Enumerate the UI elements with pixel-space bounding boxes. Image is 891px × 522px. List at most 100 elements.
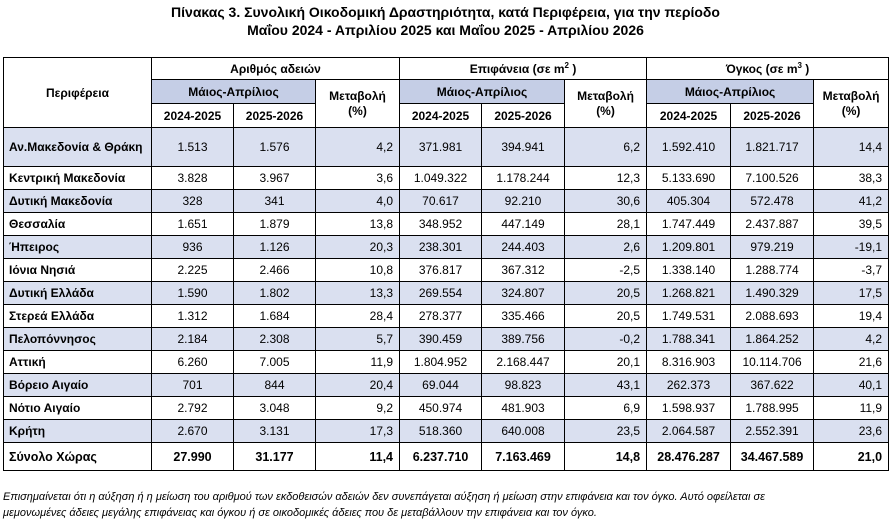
region-cell: Αττική bbox=[3, 350, 152, 374]
value-cell-s1: 278.377 bbox=[399, 304, 483, 328]
value-cell-v2: 1.864.252 bbox=[730, 327, 815, 351]
title-line-2: Μαΐου 2024 - Απριλίου 2025 και Μαΐου 202… bbox=[247, 22, 644, 38]
value-cell-v1: 1.209.801 bbox=[646, 235, 732, 259]
region-cell: Ήπειρος bbox=[3, 235, 152, 259]
value-cell-pc: 11,9 bbox=[314, 350, 401, 374]
value-cell-pc: 10,8 bbox=[314, 258, 401, 282]
region-cell: Αν.Μακεδονία & Θράκη bbox=[3, 127, 152, 167]
value-cell-v2: 2.088.693 bbox=[730, 304, 815, 328]
value-cell-s2: 394.941 bbox=[481, 127, 566, 167]
value-cell-v2: 10.114.706 bbox=[730, 350, 815, 374]
value-cell-s2: 7.163.469 bbox=[481, 442, 566, 471]
value-cell-s2: 447.149 bbox=[481, 212, 566, 236]
value-cell-s2: 640.008 bbox=[481, 419, 566, 443]
value-cell-s1: 269.554 bbox=[399, 281, 483, 305]
value-cell-p1: 1.312 bbox=[151, 304, 234, 328]
value-cell-pc: 13,8 bbox=[314, 212, 401, 236]
value-cell-v1: 1.788.341 bbox=[646, 327, 732, 351]
value-cell-p2: 3.131 bbox=[233, 419, 316, 443]
value-cell-p1: 936 bbox=[151, 235, 234, 259]
value-cell-s2: 98.823 bbox=[481, 373, 566, 397]
value-cell-s2: 244.403 bbox=[481, 235, 566, 259]
value-cell-s2: 389.756 bbox=[481, 327, 566, 351]
building-activity-table: Περιφέρεια Αριθμός αδειών Επιφάνεια (σε … bbox=[3, 57, 890, 471]
value-cell-pc: 4,2 bbox=[314, 127, 401, 167]
value-cell-pc: 9,2 bbox=[314, 396, 401, 420]
value-cell-sc: 6,9 bbox=[564, 396, 648, 420]
value-cell-vc: 21,0 bbox=[813, 442, 890, 471]
header-surface: Επιφάνεια (σε m2 ) bbox=[399, 57, 648, 80]
table-row: Βόρειο Αιγαίο 701 844 20,4 69.044 98.823 43,1 2… bbox=[3, 373, 890, 397]
value-cell-s1: 238.301 bbox=[399, 235, 483, 259]
value-cell-v1: 5.133.690 bbox=[646, 166, 732, 190]
value-cell-sc: 12,3 bbox=[564, 166, 648, 190]
value-cell-vc: -19,1 bbox=[813, 235, 890, 259]
value-cell-p2: 2.466 bbox=[233, 258, 316, 282]
value-cell-v1: 1.338.140 bbox=[646, 258, 732, 282]
value-cell-s1: 348.952 bbox=[399, 212, 483, 236]
value-cell-p1: 701 bbox=[151, 373, 234, 397]
value-cell-v1: 1.747.449 bbox=[646, 212, 732, 236]
value-cell-v2: 1.288.774 bbox=[730, 258, 815, 282]
header-year-2: 2025-2026 bbox=[730, 103, 815, 128]
region-cell: Δυτική Ελλάδα bbox=[3, 281, 152, 305]
value-cell-sc: 28,1 bbox=[564, 212, 648, 236]
value-cell-p1: 2.225 bbox=[151, 258, 234, 282]
table-title: Πίνακας 3. Συνολική Οικοδομική Δραστηριό… bbox=[0, 3, 891, 39]
table-row: Δυτική Μακεδονία 328 341 4,0 70.617 92.210 30,… bbox=[3, 189, 890, 213]
value-cell-sc: -0,2 bbox=[564, 327, 648, 351]
value-cell-sc: 30,6 bbox=[564, 189, 648, 213]
value-cell-p2: 1.684 bbox=[233, 304, 316, 328]
value-cell-p1: 1.590 bbox=[151, 281, 234, 305]
value-cell-v2: 979.219 bbox=[730, 235, 815, 259]
value-cell-p1: 2.792 bbox=[151, 396, 234, 420]
value-cell-p1: 328 bbox=[151, 189, 234, 213]
value-cell-vc: 19,4 bbox=[813, 304, 890, 328]
value-cell-p1: 27.990 bbox=[151, 442, 234, 471]
header-change-surface: Μεταβολή (%) bbox=[564, 79, 648, 128]
table-body: Αν.Μακεδονία & Θράκη 1.513 1.576 4,2 371.981… bbox=[3, 127, 890, 471]
value-cell-s2: 1.178.244 bbox=[481, 166, 566, 190]
value-cell-pc: 28,4 bbox=[314, 304, 401, 328]
value-cell-vc: 38,3 bbox=[813, 166, 890, 190]
table-row: Αν.Μακεδονία & Θράκη 1.513 1.576 4,2 371.981… bbox=[3, 127, 890, 167]
value-cell-v1: 1.749.531 bbox=[646, 304, 732, 328]
value-cell-sc: 2,6 bbox=[564, 235, 648, 259]
value-cell-s1: 450.974 bbox=[399, 396, 483, 420]
region-cell: Κεντρική Μακεδονία bbox=[3, 166, 152, 190]
value-cell-p2: 3.967 bbox=[233, 166, 316, 190]
value-cell-p1: 3.828 bbox=[151, 166, 234, 190]
table-row: Ιόνια Νησιά 2.225 2.466 10,8 376.817 367.312-… bbox=[3, 258, 890, 282]
region-cell: Θεσσαλία bbox=[3, 212, 152, 236]
value-cell-sc: 14,8 bbox=[564, 442, 648, 471]
value-cell-sc: 20,5 bbox=[564, 304, 648, 328]
value-cell-s1: 1.804.952 bbox=[399, 350, 483, 374]
header-region: Περιφέρεια bbox=[3, 57, 152, 128]
value-cell-p2: 1.879 bbox=[233, 212, 316, 236]
table-row: Πελοπόννησος 2.184 2.308 5,7 390.459 389.756-… bbox=[3, 327, 890, 351]
region-cell: Νότιο Αιγαίο bbox=[3, 396, 152, 420]
value-cell-p1: 6.260 bbox=[151, 350, 234, 374]
value-cell-s2: 2.168.447 bbox=[481, 350, 566, 374]
header-year-2: 2025-2026 bbox=[233, 103, 316, 128]
value-cell-s2: 324.807 bbox=[481, 281, 566, 305]
header-change-permits: Μεταβολή (%) bbox=[314, 79, 401, 128]
region-cell: Κρήτη bbox=[3, 419, 152, 443]
value-cell-p2: 1.126 bbox=[233, 235, 316, 259]
value-cell-s1: 371.981 bbox=[399, 127, 483, 167]
value-cell-s1: 518.360 bbox=[399, 419, 483, 443]
value-cell-v2: 1.821.717 bbox=[730, 127, 815, 167]
total-row: Σύνολο Χώρας 27.990 31.177 11,4 6.237.710 7.1… bbox=[3, 442, 890, 471]
value-cell-vc: 41,2 bbox=[813, 189, 890, 213]
header-year-1: 2024-2025 bbox=[399, 103, 483, 128]
value-cell-v1: 8.316.903 bbox=[646, 350, 732, 374]
table-row: Κρήτη 2.670 3.131 17,3 518.360 640.008 23,5 2.0… bbox=[3, 419, 890, 443]
value-cell-v2: 2.437.887 bbox=[730, 212, 815, 236]
footnote: Επισημαίνεται ότι η αύξηση ή η μείωση το… bbox=[3, 489, 888, 521]
value-cell-p1: 1.513 bbox=[151, 127, 234, 167]
table-row: Θεσσαλία 1.651 1.879 13,8 348.952 447.149 28,1… bbox=[3, 212, 890, 236]
value-cell-vc: 11,9 bbox=[813, 396, 890, 420]
value-cell-s1: 1.049.322 bbox=[399, 166, 483, 190]
value-cell-p2: 3.048 bbox=[233, 396, 316, 420]
value-cell-sc: 20,5 bbox=[564, 281, 648, 305]
